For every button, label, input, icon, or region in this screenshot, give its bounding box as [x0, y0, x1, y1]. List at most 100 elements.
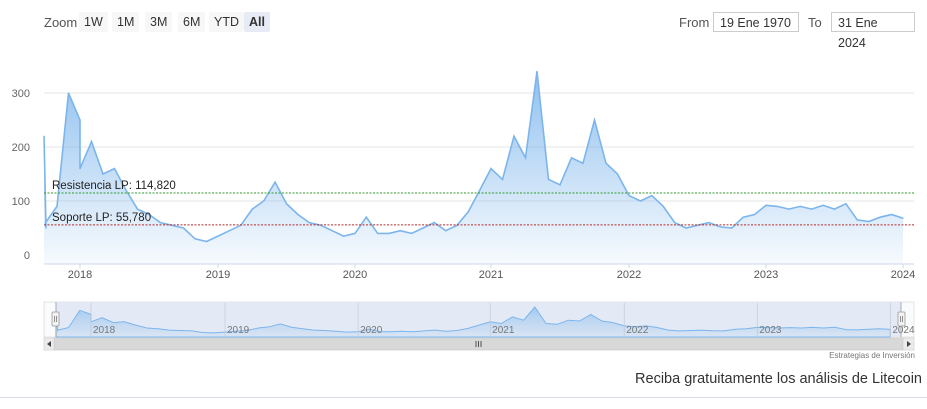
data-point	[902, 217, 904, 219]
zoom-1w-button[interactable]: 1W	[79, 12, 108, 32]
annotation-label: Soporte LP: 55,780	[52, 212, 151, 224]
scrollbar[interactable]	[43, 337, 915, 351]
data-point	[501, 178, 504, 180]
navigator-tick-label: 2020	[360, 325, 383, 336]
navigator-right-handle[interactable]	[897, 311, 906, 327]
to-date-input[interactable]: 31 Ene 2024	[831, 12, 915, 50]
bottom-divider	[0, 397, 927, 398]
data-point	[159, 222, 162, 224]
data-point	[776, 205, 779, 207]
data-point	[719, 226, 721, 228]
data-point	[467, 211, 469, 213]
data-point	[731, 227, 733, 229]
navigator[interactable]: 2018 2019 2020 2021 2022 2023 2024	[43, 301, 915, 338]
navigator-tick-label: 2024	[892, 325, 915, 336]
from-date-input[interactable]: 19 Ene 1970	[713, 12, 799, 32]
navigator-tick-label: 2021	[492, 325, 515, 336]
from-label: From	[679, 15, 710, 30]
data-point	[388, 232, 390, 234]
data-point	[868, 220, 870, 223]
zoom-1m-button[interactable]: 1M	[112, 12, 140, 32]
zoom-all-button[interactable]: All	[244, 12, 270, 32]
data-point	[354, 232, 356, 234]
data-point	[754, 213, 756, 216]
data-point	[205, 240, 208, 243]
data-point	[651, 195, 653, 197]
data-point	[90, 141, 93, 143]
data-point	[102, 173, 104, 175]
data-point	[765, 204, 767, 206]
navigator-tick-label: 2023	[759, 325, 782, 336]
data-point	[399, 230, 401, 232]
x-tick-label: 2024	[891, 269, 915, 281]
data-point	[513, 135, 515, 137]
data-point	[297, 213, 299, 216]
data-point	[570, 157, 573, 159]
navigator-area	[55, 306, 891, 338]
data-point	[536, 70, 538, 72]
data-point	[331, 230, 333, 232]
data-point	[879, 216, 881, 218]
y-axis: 0 100 200 300	[12, 88, 30, 262]
data-point	[788, 208, 790, 210]
data-point	[263, 200, 265, 202]
data-point	[742, 216, 744, 218]
series-area	[44, 71, 903, 265]
annotation-label: Resistencia LP: 114,820	[52, 180, 176, 192]
data-point	[365, 216, 367, 218]
data-point	[45, 227, 47, 229]
data-point	[285, 203, 288, 205]
navigator-tick-label: 2019	[227, 325, 250, 336]
zoom-ytd-button[interactable]: YTD	[209, 12, 244, 32]
data-point	[43, 135, 45, 137]
footer-cta[interactable]: Reciba gratuitamente los análisis de Lit…	[635, 371, 922, 387]
arrow-left-icon	[47, 341, 51, 347]
data-point	[685, 227, 687, 229]
data-point	[194, 238, 196, 240]
zoom-label: Zoom	[44, 15, 78, 30]
data-point	[56, 205, 58, 207]
data-point	[856, 219, 858, 221]
data-point	[274, 181, 276, 183]
data-point	[559, 184, 561, 186]
data-point	[422, 227, 424, 229]
data-point	[616, 173, 619, 175]
navigator-left-handle[interactable]	[51, 311, 60, 327]
x-tick-label: 2018	[68, 269, 92, 281]
data-point	[628, 195, 630, 197]
data-point	[251, 208, 253, 210]
data-point	[148, 213, 150, 216]
data-point	[377, 232, 379, 234]
data-point	[217, 235, 219, 237]
data-point	[113, 168, 116, 170]
data-point	[182, 227, 185, 229]
data-point	[639, 200, 642, 202]
data-point	[833, 208, 836, 210]
y-tick-label: 300	[12, 88, 30, 100]
data-point	[547, 178, 550, 180]
data-point	[674, 222, 676, 224]
x-tick-label: 2020	[343, 269, 367, 281]
scroll-right-button[interactable]	[902, 337, 915, 351]
data-point	[445, 230, 447, 232]
navigator-tick-label: 2022	[626, 325, 649, 336]
data-point	[411, 232, 413, 234]
data-point	[136, 208, 139, 210]
scroll-left-button[interactable]	[43, 337, 55, 351]
data-point	[343, 235, 345, 237]
data-point	[799, 205, 801, 207]
data-point	[662, 205, 664, 207]
chart-credit[interactable]: Estrategias de Inversión	[829, 351, 915, 360]
data-point	[811, 208, 813, 210]
data-point	[79, 168, 81, 170]
data-point	[433, 222, 435, 224]
annotations: Resistencia LP: 114,820 Soporte LP: 55,78…	[43, 70, 914, 243]
navigator-x-axis: 2018 2019 2020 2021 2022 2023 2024	[90, 303, 915, 337]
zoom-3m-button[interactable]: 3M	[145, 12, 173, 32]
data-point	[593, 119, 596, 121]
data-point	[891, 213, 893, 216]
data-point	[479, 189, 481, 191]
zoom-6m-button[interactable]: 6M	[178, 12, 206, 32]
arrow-right-icon	[907, 341, 911, 347]
